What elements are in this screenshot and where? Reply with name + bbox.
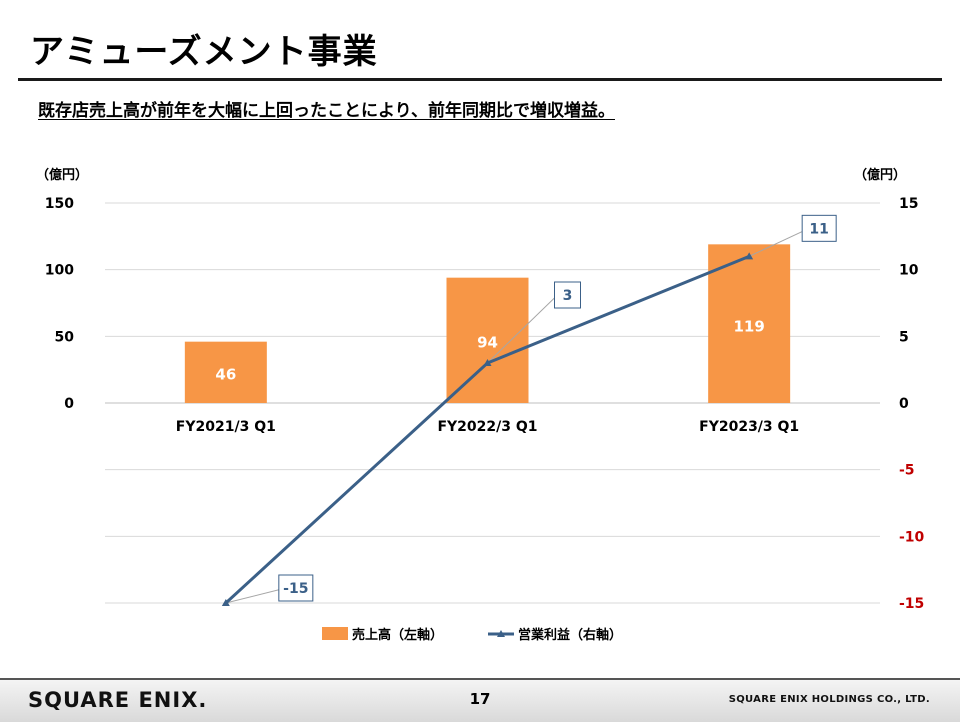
left-tick-label: 150 [45,196,74,212]
line-marker [745,252,754,260]
line-value-box [278,574,314,602]
data-label-leader [487,294,558,364]
data-label-leader [225,587,286,604]
right-tick-label: -10 [899,529,925,545]
line-marker [221,599,230,606]
category-label: FY2023/3 Q1 [699,419,799,435]
page-title: アミューズメント事業 [30,32,378,72]
legend-bar-swatch [322,627,348,640]
line-value-label: 11 [809,221,828,237]
legend-bar-label: 売上高（左軸） [352,627,443,643]
bar-value-label: 46 [215,366,236,384]
bar-1 [184,341,267,403]
line-marker [483,359,492,366]
page-number: 17 [469,690,491,708]
bar-2 [446,277,529,403]
left-tick-label: 0 [64,396,74,412]
company-name: SQUARE ENIX HOLDINGS CO., LTD. [728,694,930,705]
data-label-leader [748,227,810,257]
right-tick-label: 10 [899,263,919,279]
line-value-label: 3 [563,288,573,304]
right-axis-unit: （億円） [854,167,906,183]
right-tick-label: -15 [899,596,924,612]
category-label: FY2022/3 Q1 [437,419,537,435]
left-tick-label: 50 [55,329,75,345]
footer-bar [0,678,960,722]
legend-line-label: 営業利益（右軸） [518,627,622,643]
right-tick-label: 15 [899,196,918,212]
bar-value-label: 119 [734,317,765,335]
right-tick-label: 5 [899,329,909,345]
chart: （億円） （億円） 0 50 100 150 -15 -10 -5 0 5 10 15 FY2021/3 … [36,167,925,643]
square-enix-logo: SQUARE ENIX. [28,688,208,712]
left-axis-unit: （億円） [36,167,88,183]
right-tick-label: -5 [899,463,915,479]
line-value-label: -15 [283,581,308,597]
left-tick-label: 100 [45,263,74,279]
line-value-box [801,214,837,242]
category-label: FY2021/3 Q1 [176,419,276,435]
title-divider [18,78,942,81]
bar-3 [708,244,791,403]
right-tick-label: 0 [899,396,909,412]
legend-line-marker [497,630,505,637]
page-subtitle: 既存店売上高が前年を大幅に上回ったことにより、前年同期比で増収増益。 [38,101,615,121]
bar-value-label: 94 [477,334,498,352]
line-value-box [554,281,581,309]
